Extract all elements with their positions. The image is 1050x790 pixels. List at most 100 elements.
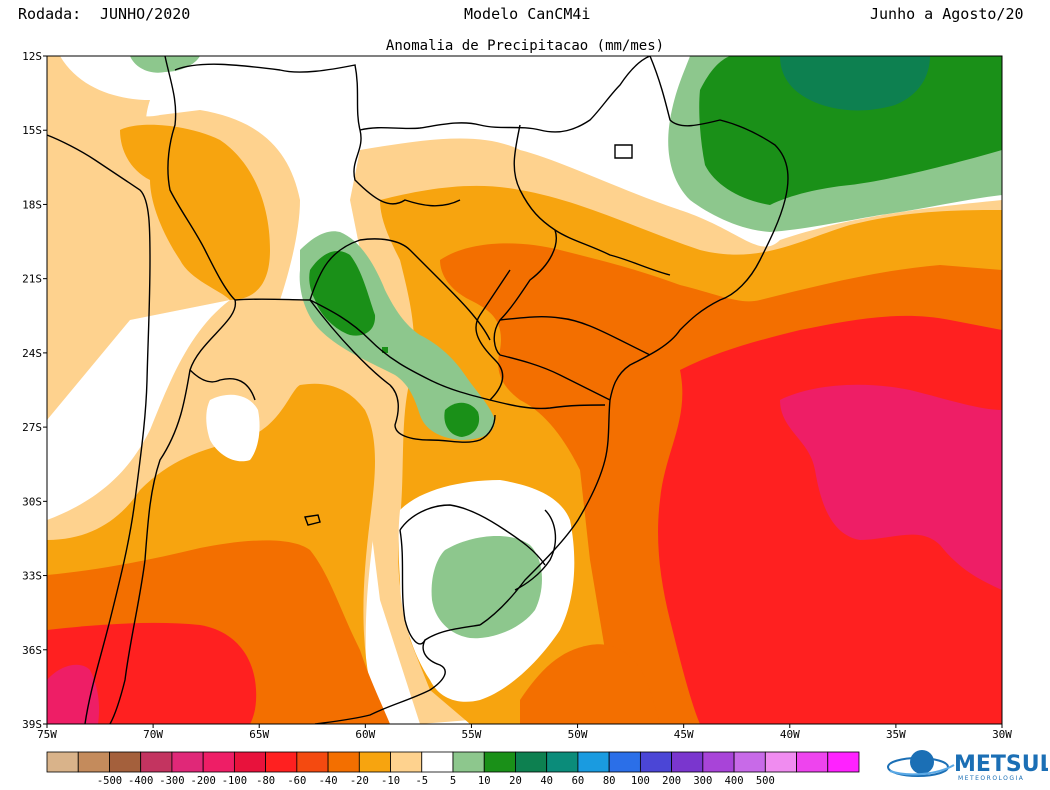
run-value: JUNHO/2020 [100,5,191,23]
legend-label: 200 [662,775,681,787]
map-frame [46,55,1003,725]
legend-label: -200 [191,775,216,787]
anomaly-region-green-paraguay [309,250,376,336]
legend-label: 40 [540,775,553,787]
anomaly-region-light-green-north-small [130,56,200,73]
coastline-lagoon [514,509,557,591]
legend-swatch [671,751,704,773]
border-brazil-state-2 [493,229,557,356]
legend-swatch [233,751,267,773]
border-brazil-state-5 [489,399,606,410]
legend-label: -100 [222,775,247,787]
lon-label: 55W [462,728,482,741]
anomaly-region-light-green-uruguay [431,535,542,639]
political-boundaries [47,56,789,724]
legend-label: 10 [478,775,491,787]
legend-swatch [702,751,735,773]
border-brazil-state-1 [513,124,671,276]
lon-label: 60W [355,728,375,741]
lon-label: 50W [568,728,588,741]
legend-swatch [827,751,860,773]
metsul-logo: METSUL METEOROLOGIA [887,750,1048,782]
lon-label: 30W [992,728,1012,741]
border-andes [109,56,236,724]
lat-label: 39S [22,718,42,731]
border-lake [304,514,321,526]
legend-label: 80 [603,775,616,787]
color-legend: -500 -400 -300 -200 -100 -80 -60 -40 -20 -10 -5 5 10… [46,751,860,787]
legend-label: -400 [128,775,153,787]
legend-swatch [327,751,360,773]
anomaly-region-orange-mid [120,124,270,300]
border-argentina-north [309,299,496,443]
legend-label: -5 [415,775,428,787]
run-label: Rodada: [18,5,82,23]
lat-label: 27S [22,421,42,434]
legend-swatch [202,751,235,773]
lat-label: 18S [22,198,42,211]
border-argentina-interior [399,529,426,645]
anomaly-fields [47,56,1002,724]
legend-label: -300 [159,775,184,787]
legend-label: 300 [693,775,712,787]
anomaly-region-crimson-southwest [47,664,100,724]
globe-swoosh-icon [887,750,955,777]
anomaly-region-dark-orange-southeast [520,644,660,724]
legend-label: -500 [97,775,122,787]
legend-swatch [639,751,673,773]
legend-swatch [140,751,173,773]
anomaly-region-red-southwest [47,622,257,724]
lat-label: 12S [22,50,42,63]
lon-label: 35W [886,728,906,741]
coastline-west [47,134,151,724]
lat-label: 21S [22,273,42,286]
legend-swatch [296,751,329,773]
border-bolivia-north [174,63,461,207]
lon-label: 40W [780,728,800,741]
legend-label: 500 [756,775,775,787]
lat-label: 36S [22,644,42,657]
lon-label: 65W [249,728,269,741]
anomaly-region-green-misiones [444,402,480,437]
anomaly-region-neutral-center [206,394,260,462]
map-title: Anomalia de Precipitacao (mm/mes) [385,38,665,54]
border-chile-argentina-south [189,369,256,401]
legend-label: 400 [725,775,744,787]
legend-swatch [452,751,485,773]
lat-label: 33S [22,570,42,583]
legend-swatch [265,751,298,773]
border-brazil-state-3 [499,316,651,356]
anomaly-region-teal-northeast [780,56,930,111]
legend-swatch [358,751,391,773]
coastline-brazil-east [479,56,789,626]
legend-swatch [515,751,548,773]
lat-label: 15S [22,124,42,137]
lat-label: 24S [22,347,42,360]
legend-swatch [608,751,641,773]
border-mato-grosso [614,144,633,159]
latitude-axis: 12S 15S 18S 21S 24S 27S 30S 33S 36S 39S [22,50,47,731]
legend-swatch [390,751,423,773]
legend-label: 20 [509,775,522,787]
legend-label: -80 [256,775,275,787]
border-brazil-interior [359,56,651,133]
lon-label: 45W [674,728,694,741]
anomaly-region-green-northeast [699,56,1002,205]
legend-label: -60 [287,775,306,787]
longitude-axis: 75W 70W 65W 60W 55W 50W 45W 40W 35W 30W [37,724,1012,741]
legend-swatch [171,751,204,773]
lon-label: 75W [37,728,57,741]
coastline-argentina-east [314,624,481,724]
legend-swatch [796,751,829,773]
legend-swatch [109,751,142,773]
border-paraguay-east [309,238,491,341]
forecast-period: Junho a Agosto/20 [870,5,1024,23]
legend-swatch [483,751,516,773]
anomaly-region-crimson-east [780,384,1002,590]
legend-swatch [764,751,797,773]
legend-swatch [77,751,110,773]
legend-label: 60 [572,775,585,787]
legend-label: 100 [631,775,650,787]
legend-swatch [733,751,766,773]
